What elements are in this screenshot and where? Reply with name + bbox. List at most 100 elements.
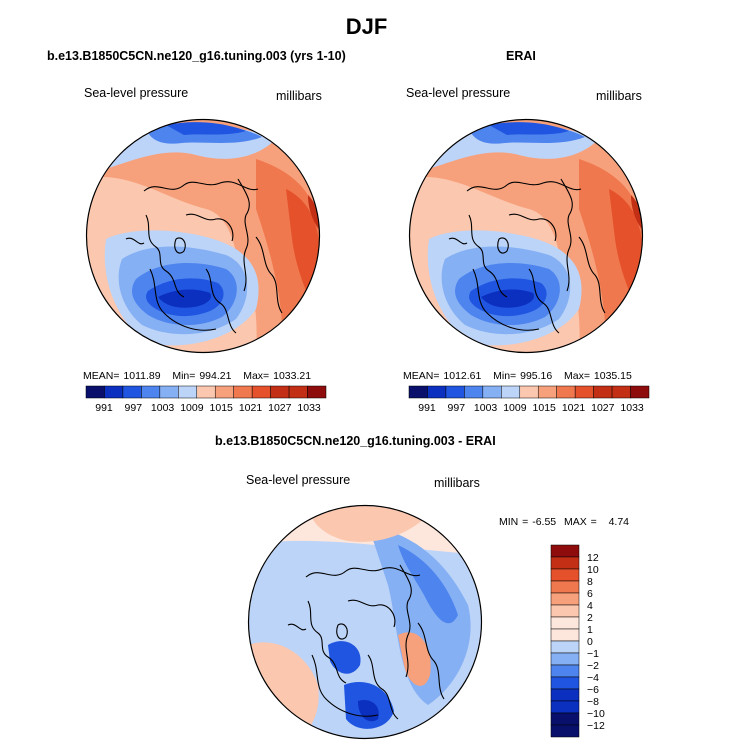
panel1-colorbar-swatch <box>307 385 327 399</box>
panel2-colorbar-tick-label: 991 <box>418 402 436 414</box>
panel1-coastline <box>205 268 237 334</box>
panel3-colorbar-tick-label: −2 <box>587 660 599 672</box>
panel1-title: b.e13.B1850C5CN.ne120_g16.tuning.003 (yr… <box>47 49 346 63</box>
panel1-field <box>87 120 319 352</box>
panel1-coastline <box>145 214 185 298</box>
panel2-colorbar-swatch <box>537 385 557 399</box>
panel1-variable-label: Sea-level pressure <box>84 86 189 100</box>
panel2-min-label: Min= <box>493 370 517 382</box>
panel3-colorbar-swatch <box>550 544 580 558</box>
panel3-colorbar-tick-label: −1 <box>587 648 599 660</box>
panel3-coastline <box>311 654 379 717</box>
panel1-colorbar-swatch <box>85 385 105 399</box>
panel3-colorbar-swatch <box>550 688 580 702</box>
panel3-colorbar-swatch <box>550 652 580 666</box>
panel1-coastline <box>185 213 234 242</box>
panel2-coastline <box>528 268 560 334</box>
panel3-colorbar-tick-label: −10 <box>587 708 605 720</box>
panel2-field-region <box>489 122 569 135</box>
panel2-polar-map <box>408 118 644 354</box>
panel1-colorbar-swatch <box>122 385 142 399</box>
panel1-colorbar-tick-label: 1027 <box>268 402 292 414</box>
panel3-max-label: MAX = <box>564 516 597 528</box>
panel2-field <box>410 120 642 352</box>
panel2-title: ERAI <box>506 49 536 63</box>
panel3-title: b.e13.B1850C5CN.ne120_g16.tuning.003 - E… <box>215 434 496 448</box>
panel2-colorbar-tick-label: 1021 <box>562 402 586 414</box>
panel3-variable-label: Sea-level pressure <box>246 473 351 487</box>
panel2-field-region <box>499 173 569 195</box>
panel3-coastline <box>367 654 399 720</box>
panel1-coastline <box>149 268 217 331</box>
panel3-coastline <box>399 564 412 678</box>
panel1-coastline <box>174 237 186 254</box>
panel2-stats: MEAN= 1012.61 Min= 995.16 Max= 1035.15 <box>403 370 632 382</box>
panel1-colorbar-tick-label: 991 <box>95 402 113 414</box>
panel1-map-border <box>85 118 321 354</box>
panel3-coastline <box>417 622 445 700</box>
panel3-colorbar-swatch <box>550 712 580 726</box>
panel2-coastline <box>466 181 582 192</box>
panel3-colorbar-tick-label: 4 <box>587 600 593 612</box>
panel3-colorbar-swatch <box>550 568 580 582</box>
panel1-colorbar-swatch <box>141 385 161 399</box>
panel3-colorbar-tick-label: −4 <box>587 672 599 684</box>
panel2-colorbar-swatch <box>519 385 539 399</box>
panel2-colorbar-tick-label: 997 <box>448 402 466 414</box>
panel3-units-label: millibars <box>434 476 480 490</box>
panel1-colorbar-tick-label: 1021 <box>239 402 263 414</box>
panel3-coastline <box>307 600 347 684</box>
panel2-colorbar-tick-label: 1009 <box>503 402 527 414</box>
panel3-coastline <box>347 599 396 628</box>
panel3-field-region <box>328 641 361 674</box>
panel1-colorbar-swatch <box>270 385 290 399</box>
panel2-colorbar-swatch <box>445 385 465 399</box>
panel3-colorbar-tick-label: 12 <box>587 552 599 564</box>
panel1-polar-map <box>85 118 321 354</box>
panel1-mean-label: MEAN= <box>83 370 120 382</box>
panel2-colorbar-swatch <box>501 385 521 399</box>
panel3-colorbar-swatch <box>550 628 580 642</box>
panel1-field-region <box>308 195 319 231</box>
panel2-colorbar-swatch <box>593 385 613 399</box>
panel3-map-border <box>247 504 483 740</box>
panel1-colorbar-tick-label: 1009 <box>180 402 204 414</box>
panel3-colorbar-swatch <box>550 616 580 630</box>
panel2-coastline <box>497 237 509 254</box>
panel3-colorbar-swatch <box>550 664 580 678</box>
panel1-coastline <box>237 178 250 292</box>
panel1-colorbar-tick-label: 1033 <box>297 402 321 414</box>
panel1-stats: MEAN= 1011.89 Min= 994.21 Max= 1033.21 <box>83 370 311 382</box>
panel1-max-label: Max= <box>243 370 270 382</box>
panel2-colorbar-swatch <box>611 385 631 399</box>
panel2-colorbar-swatch <box>427 385 447 399</box>
panel2-field-region <box>481 289 535 308</box>
panel2-colorbar-swatch <box>556 385 576 399</box>
panel1-colorbar-swatch <box>178 385 198 399</box>
panel1-colorbar-tick-label: 1003 <box>151 402 175 414</box>
panel1-field-region <box>166 122 246 135</box>
panel3-colorbar-swatch <box>550 724 580 738</box>
panel2-colorbar-tick-label: 1003 <box>474 402 498 414</box>
panel1-min-label: Min= <box>172 370 196 382</box>
panel1-colorbar-swatch <box>233 385 253 399</box>
panel1-coastline <box>255 236 283 314</box>
panel3-min-value: -6.55 <box>532 516 557 528</box>
panel1-coastline <box>125 237 145 245</box>
panel2-colorbar-tick-label: 1027 <box>591 402 615 414</box>
panel3-colorbar-tick-label: 2 <box>587 612 593 624</box>
panel3-colorbar-swatch <box>550 676 580 690</box>
panel1-max-value: 1033.21 <box>273 370 312 382</box>
panel3-colorbar-tick-label: −6 <box>587 684 599 696</box>
panel1-min-value: 994.21 <box>199 370 232 382</box>
panel3-colorbar-swatch <box>550 640 580 654</box>
panel2-variable-label: Sea-level pressure <box>406 86 511 100</box>
panel2-min-value: 995.16 <box>520 370 553 382</box>
panel3-colorbar-tick-label: 1 <box>587 624 593 636</box>
panel3-colorbar-swatch <box>550 592 580 606</box>
panel2-colorbar-tick-label: 1015 <box>533 402 557 414</box>
panel3-colorbar-swatch <box>550 700 580 714</box>
panel2-max-label: Max= <box>564 370 590 382</box>
panel2-colorbar-swatch <box>408 385 428 399</box>
